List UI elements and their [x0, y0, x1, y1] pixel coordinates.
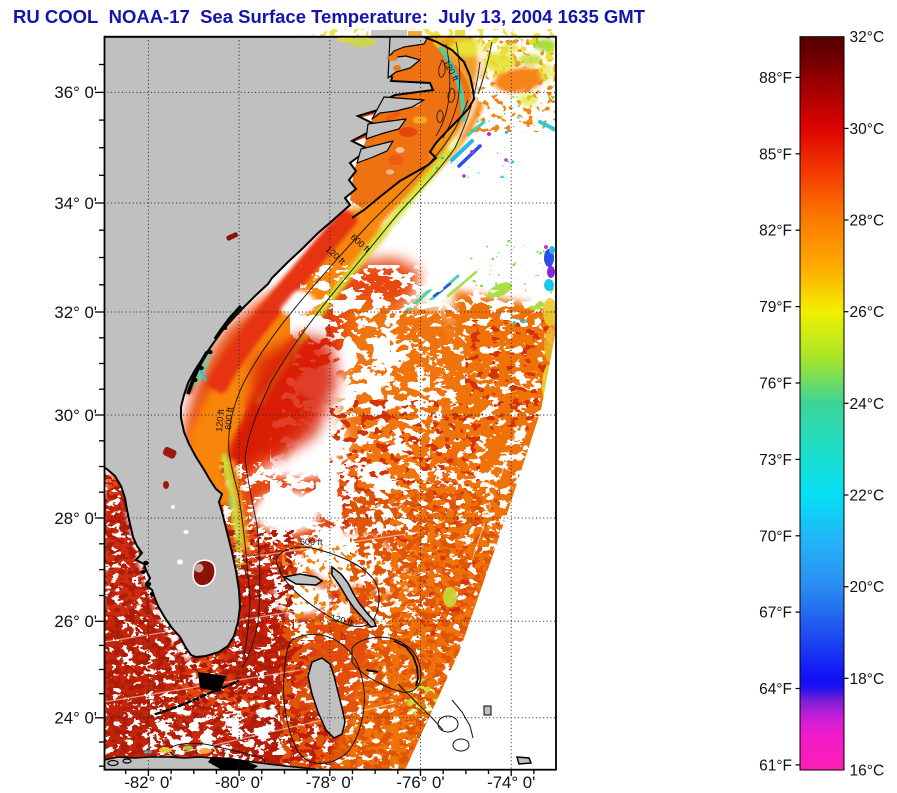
- svg-text:24°C: 24°C: [850, 396, 885, 413]
- svg-text:-82° 0': -82° 0': [124, 773, 172, 792]
- svg-text:70°F: 70°F: [759, 528, 792, 545]
- svg-text:600 ft: 600 ft: [300, 537, 323, 547]
- svg-text:61°F: 61°F: [759, 757, 792, 774]
- svg-text:67°F: 67°F: [759, 605, 792, 622]
- svg-text:RU COOL NOAA-17 Sea Surface: RU COOL NOAA-17 Sea Surface Temperature:…: [13, 6, 646, 27]
- svg-text:64°F: 64°F: [759, 681, 792, 698]
- svg-text:36° 0': 36° 0': [54, 83, 97, 102]
- svg-text:79°F: 79°F: [759, 299, 792, 316]
- svg-text:28°C: 28°C: [850, 213, 885, 230]
- svg-text:34° 0': 34° 0': [54, 194, 97, 213]
- svg-text:32° 0': 32° 0': [54, 303, 97, 322]
- svg-text:120 ft: 120 ft: [214, 408, 226, 432]
- svg-text:-78° 0': -78° 0': [306, 773, 354, 792]
- svg-text:26° 0': 26° 0': [54, 612, 97, 631]
- svg-text:30° 0': 30° 0': [54, 406, 97, 425]
- svg-text:-80° 0': -80° 0': [215, 773, 263, 792]
- svg-text:22°C: 22°C: [850, 488, 885, 505]
- svg-text:73°F: 73°F: [759, 452, 792, 469]
- svg-text:20°C: 20°C: [850, 579, 885, 596]
- svg-text:30°C: 30°C: [850, 121, 885, 138]
- svg-text:28° 0': 28° 0': [54, 509, 97, 528]
- svg-text:-76° 0': -76° 0': [396, 773, 444, 792]
- svg-text:600 ft: 600 ft: [223, 406, 235, 430]
- svg-text:76°F: 76°F: [759, 376, 792, 393]
- svg-text:-74° 0': -74° 0': [487, 773, 535, 792]
- svg-text:16°C: 16°C: [850, 763, 885, 780]
- svg-text:32°C: 32°C: [850, 29, 885, 46]
- svg-text:88°F: 88°F: [759, 70, 792, 87]
- svg-text:24° 0': 24° 0': [54, 709, 97, 728]
- svg-text:18°C: 18°C: [850, 671, 885, 688]
- svg-text:82°F: 82°F: [759, 223, 792, 240]
- svg-text:26°C: 26°C: [850, 304, 885, 321]
- svg-text:85°F: 85°F: [759, 146, 792, 163]
